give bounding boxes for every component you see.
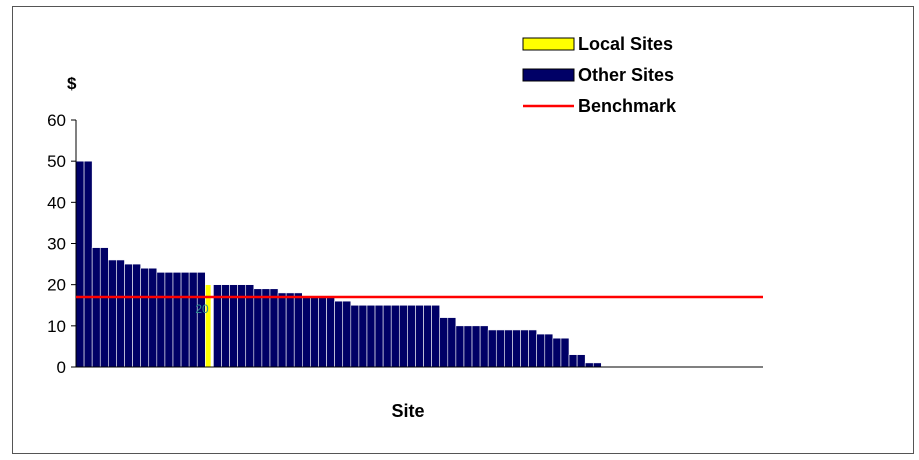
bar-other-site xyxy=(253,288,263,368)
bar-other-site xyxy=(398,304,408,368)
y-unit-label: $ xyxy=(67,74,77,93)
y-tick-label: 60 xyxy=(47,111,66,130)
bar-other-site xyxy=(584,362,594,368)
y-tick-label: 30 xyxy=(47,235,66,254)
legend-label-local-sites: Local Sites xyxy=(578,34,673,54)
bar-other-site xyxy=(164,272,174,368)
bar-other-site xyxy=(407,304,416,368)
bar-other-site xyxy=(447,317,457,368)
bar-other-site xyxy=(172,272,182,368)
bar-other-site xyxy=(455,325,465,368)
bar-other-site xyxy=(196,272,206,368)
bar-other-site xyxy=(318,296,327,368)
x-axis-label: Site xyxy=(391,401,424,421)
legend: Local Sites Other Sites Benchmark xyxy=(522,34,677,116)
bar-other-site xyxy=(261,288,271,368)
bar-other-site xyxy=(374,304,384,368)
bar-other-site xyxy=(188,272,198,368)
bar-other-site xyxy=(180,272,190,368)
bar-other-site xyxy=(544,333,554,368)
bar-other-site xyxy=(83,160,93,368)
bar-other-site xyxy=(285,292,295,368)
bar-other-site xyxy=(552,337,562,368)
bar-other-site xyxy=(431,304,440,368)
bar-other-site xyxy=(560,337,570,368)
bar-other-site xyxy=(463,325,473,368)
bar-other-site xyxy=(487,329,497,368)
y-tick-label: 40 xyxy=(47,193,66,212)
bar-other-site xyxy=(156,272,166,368)
bar-other-site xyxy=(277,292,287,368)
bar-other-site xyxy=(382,304,392,368)
bar-other-site xyxy=(495,329,505,368)
bar-other-site xyxy=(326,296,335,368)
bar-other-site xyxy=(423,304,432,368)
bar-other-site xyxy=(342,300,352,368)
bars-group xyxy=(75,160,602,368)
bar-other-site xyxy=(528,329,537,368)
legend-label-benchmark: Benchmark xyxy=(578,96,677,116)
y-tick-label: 50 xyxy=(47,152,66,171)
bar-other-site xyxy=(576,354,586,368)
y-tick-label: 10 xyxy=(47,317,66,336)
axes-group: 0 10 20 30 40 50 60 xyxy=(47,111,763,377)
legend-swatch-other-sites xyxy=(522,68,575,82)
bar-other-site xyxy=(512,329,521,368)
bar-other-site xyxy=(479,325,489,368)
bar-other-site xyxy=(504,329,513,368)
local-site-value-label: 20 xyxy=(195,302,209,316)
bar-other-site xyxy=(132,263,141,368)
bar-other-site xyxy=(366,304,376,368)
legend-label-other-sites: Other Sites xyxy=(578,65,674,85)
chart-frame: 0 10 20 30 40 50 60 20 $ Site Local Sites Othe… xyxy=(12,6,914,454)
bar-other-site xyxy=(536,333,546,368)
bar-other-site xyxy=(310,296,319,368)
bar-other-site xyxy=(140,267,150,368)
bar-other-site xyxy=(415,304,424,368)
y-tick-label: 0 xyxy=(57,358,66,377)
bar-other-site xyxy=(471,325,481,368)
bar-other-site xyxy=(91,247,101,368)
bar-other-site xyxy=(390,304,400,368)
bar-other-site xyxy=(124,263,133,368)
benchmark-group: 20 xyxy=(76,295,763,316)
bar-other-site xyxy=(520,329,529,368)
bar-other-site xyxy=(293,292,303,368)
bar-other-site xyxy=(116,259,125,368)
bar-other-site xyxy=(568,354,578,368)
bar-other-site xyxy=(334,300,344,368)
bar-other-site xyxy=(148,267,158,368)
legend-swatch-local-sites xyxy=(522,37,575,51)
bar-other-site xyxy=(439,317,449,368)
bar-other-site xyxy=(350,304,360,368)
bar-other-site xyxy=(75,160,85,368)
y-tick-label: 20 xyxy=(47,276,66,295)
bar-other-site xyxy=(269,288,279,368)
bar-other-site xyxy=(99,247,109,368)
bar-other-site xyxy=(302,296,311,368)
bar-other-site xyxy=(108,259,117,368)
bar-other-site xyxy=(592,362,602,368)
bar-chart: 0 10 20 30 40 50 60 20 $ Site Local Sites Othe… xyxy=(47,34,763,421)
bar-other-site xyxy=(358,304,368,368)
